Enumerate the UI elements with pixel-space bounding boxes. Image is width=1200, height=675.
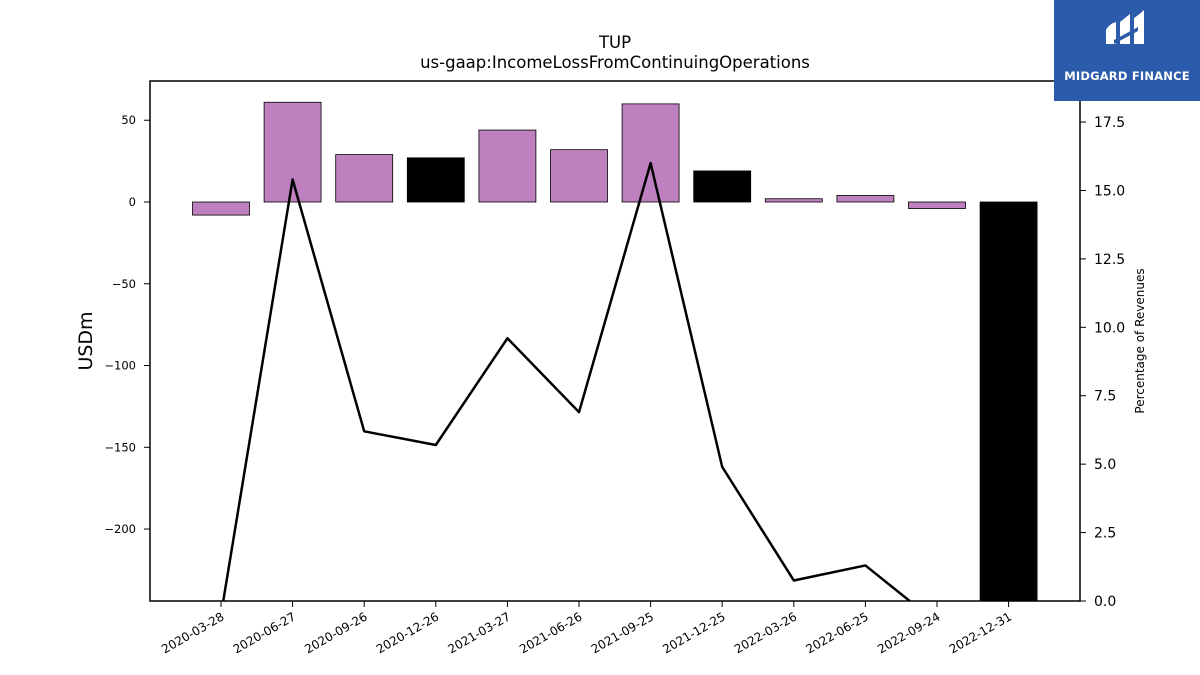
bar xyxy=(621,103,680,203)
y2-tick-label: 7.5 xyxy=(1094,389,1116,405)
chart-title: TUP xyxy=(598,33,631,52)
y2-tick-label: 5.0 xyxy=(1094,457,1116,473)
x-tick-label: 2021-03-27 xyxy=(445,609,512,656)
bar xyxy=(979,201,1038,602)
bar xyxy=(693,170,752,203)
bars-group xyxy=(192,101,1038,602)
y-tick-label: −100 xyxy=(104,359,136,373)
y-tick-label: 0 xyxy=(129,195,136,209)
y2-tick-label: 17.5 xyxy=(1094,115,1125,131)
x-tick-label: 2021-06-26 xyxy=(517,609,584,656)
line-group xyxy=(221,161,912,601)
x-tick-label: 2022-03-26 xyxy=(732,609,799,656)
logo-mark-icon xyxy=(1106,10,1144,44)
x-tick-label: 2021-09-25 xyxy=(589,609,656,656)
x-tick-label: 2022-09-24 xyxy=(875,609,942,656)
bar xyxy=(764,198,823,203)
bar xyxy=(908,201,966,209)
x-tick-label: 2022-12-31 xyxy=(947,609,1014,656)
x-tick-label: 2022-06-25 xyxy=(803,609,870,656)
y2-tick-label: 0.0 xyxy=(1094,594,1116,610)
bar xyxy=(478,129,537,203)
x-tick-label: 2020-09-26 xyxy=(302,609,369,656)
y-axis-left: 50 0 −50 −100 −150 −200 xyxy=(104,113,150,536)
y2-axis-label: Percentage of Revenues xyxy=(1133,268,1147,413)
chart-subtitle: us-gaap:IncomeLossFromContinuingOperatio… xyxy=(420,53,810,72)
brand-logo: MIDGARD FINANCE xyxy=(1054,0,1200,101)
plot-frame xyxy=(149,80,1081,602)
bar xyxy=(192,201,250,216)
y-tick-label: −200 xyxy=(104,522,136,536)
bar xyxy=(406,157,465,203)
y2-tick-label: 10.0 xyxy=(1094,320,1125,336)
y-axis-right: 0.0 2.5 5.0 7.5 10.0 12.5 15.0 17.5 xyxy=(1080,115,1125,610)
x-tick-label: 2020-06-27 xyxy=(231,609,298,656)
y-tick-label: −150 xyxy=(104,440,136,454)
y-tick-label: 50 xyxy=(121,113,136,127)
bar xyxy=(550,149,608,203)
x-tick-label: 2021-12-25 xyxy=(660,609,727,656)
brand-name: MIDGARD FINANCE xyxy=(1064,69,1190,83)
x-axis: 2020-03-28 2020-06-27 2020-09-26 2020-12-26… xyxy=(159,601,1014,656)
bar xyxy=(836,195,895,203)
x-tick-label: 2020-03-28 xyxy=(159,609,226,656)
y2-tick-label: 2.5 xyxy=(1094,526,1116,542)
series-line xyxy=(221,161,912,601)
y2-tick-label: 15.0 xyxy=(1094,183,1125,199)
y-axis-label: USDm xyxy=(75,311,97,370)
x-tick-label: 2020-12-26 xyxy=(374,609,441,656)
y2-tick-label: 12.5 xyxy=(1094,252,1125,268)
bar xyxy=(335,154,394,203)
y-tick-label: −50 xyxy=(112,277,136,291)
